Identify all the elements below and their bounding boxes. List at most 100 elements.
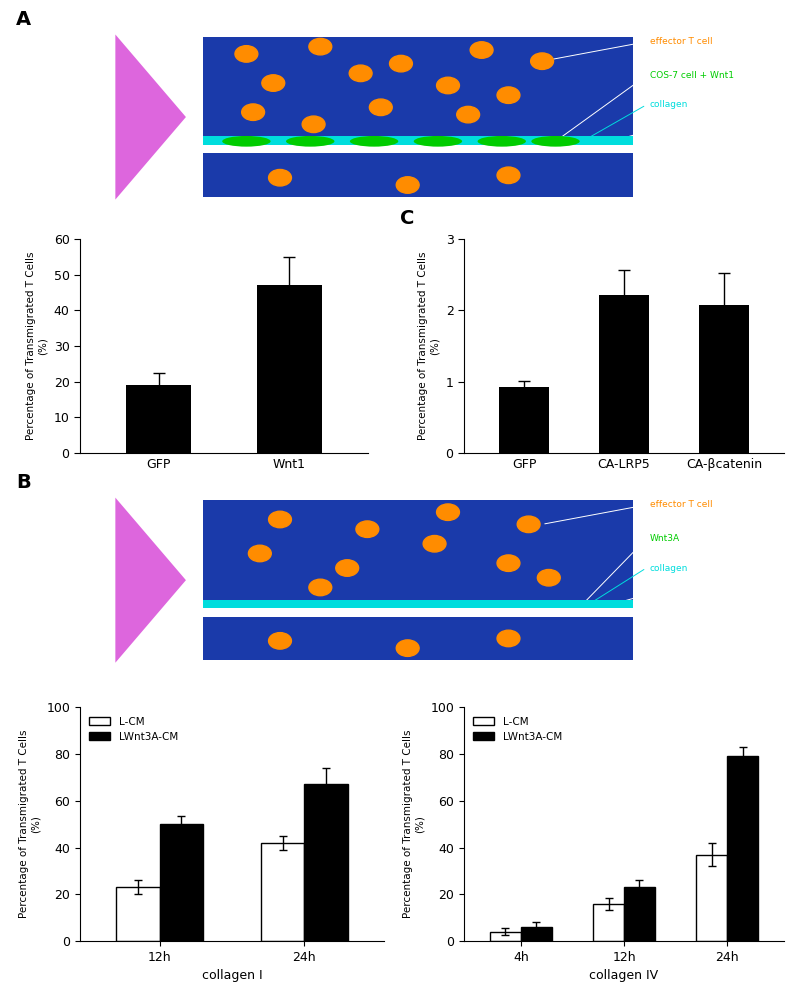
Bar <box>202 600 633 609</box>
Bar <box>116 887 160 941</box>
Circle shape <box>497 87 520 104</box>
Bar <box>225 611 237 616</box>
Bar <box>206 147 218 152</box>
Bar <box>526 611 538 616</box>
Bar <box>202 500 633 602</box>
Bar <box>620 147 632 152</box>
Ellipse shape <box>350 136 398 146</box>
Bar <box>394 611 406 616</box>
Bar <box>470 147 482 152</box>
Bar <box>319 611 331 616</box>
Bar <box>432 147 444 152</box>
Bar <box>357 611 369 616</box>
Circle shape <box>390 56 412 72</box>
Bar <box>375 611 387 616</box>
Text: effector T cell: effector T cell <box>650 37 712 46</box>
Bar <box>521 927 552 941</box>
Bar <box>432 611 444 616</box>
Ellipse shape <box>531 136 580 146</box>
Circle shape <box>538 570 560 586</box>
Bar <box>202 37 633 138</box>
Circle shape <box>249 545 271 562</box>
Ellipse shape <box>478 136 526 146</box>
Bar <box>202 617 633 660</box>
Circle shape <box>437 78 459 94</box>
Bar <box>375 147 387 152</box>
Y-axis label: Percentage of Transmigrated T Cells
(%): Percentage of Transmigrated T Cells (%) <box>26 252 48 440</box>
Y-axis label: Percentage of Transmigrated T Cells
(%): Percentage of Transmigrated T Cells (%) <box>403 730 425 918</box>
Bar <box>727 756 758 941</box>
Bar <box>394 147 406 152</box>
Circle shape <box>309 580 332 596</box>
Bar <box>602 147 614 152</box>
Circle shape <box>235 46 258 62</box>
Circle shape <box>350 65 372 82</box>
Bar <box>526 147 538 152</box>
Circle shape <box>470 42 493 59</box>
Text: microporous membrane: microporous membrane <box>650 591 758 600</box>
Bar <box>261 843 304 941</box>
X-axis label: collagen I: collagen I <box>202 969 262 982</box>
Circle shape <box>356 521 378 538</box>
Bar <box>470 611 482 616</box>
Text: A: A <box>16 10 31 29</box>
Bar <box>244 611 256 616</box>
Bar <box>490 932 521 941</box>
Text: C: C <box>400 209 414 228</box>
Bar <box>507 147 519 152</box>
Circle shape <box>530 53 554 70</box>
Bar <box>624 887 655 941</box>
Y-axis label: Percentage of Transmigrated T Cells
(%): Percentage of Transmigrated T Cells (%) <box>19 730 41 918</box>
Bar <box>262 147 274 152</box>
Text: SDF1: SDF1 <box>133 102 142 132</box>
Text: B: B <box>16 473 30 492</box>
Circle shape <box>497 630 520 646</box>
Bar <box>126 385 191 453</box>
Bar <box>413 147 425 152</box>
Circle shape <box>396 176 419 193</box>
Bar <box>545 147 557 152</box>
Bar <box>338 147 350 152</box>
Bar <box>282 611 294 616</box>
Text: COS-7 cell + Wnt1: COS-7 cell + Wnt1 <box>650 72 734 81</box>
Bar <box>257 286 322 453</box>
Bar <box>599 295 649 453</box>
Legend: L-CM, LWnt3A-CM: L-CM, LWnt3A-CM <box>470 712 566 746</box>
Ellipse shape <box>286 136 334 146</box>
Circle shape <box>269 511 291 528</box>
Text: collagen: collagen <box>650 564 688 573</box>
Bar <box>696 855 727 941</box>
Bar <box>160 825 203 941</box>
Bar <box>300 147 312 152</box>
Circle shape <box>302 117 325 132</box>
Circle shape <box>497 167 520 183</box>
Circle shape <box>262 75 285 92</box>
Bar <box>357 147 369 152</box>
Bar <box>225 147 237 152</box>
Bar <box>304 785 348 941</box>
Bar <box>206 611 218 616</box>
Bar <box>488 147 501 152</box>
Bar <box>582 611 594 616</box>
Y-axis label: Percentage of Transmigrated T Cells
(%): Percentage of Transmigrated T Cells (%) <box>418 252 440 440</box>
Bar <box>450 611 462 616</box>
Text: collagen: collagen <box>650 101 688 110</box>
Text: microporous membrane: microporous membrane <box>650 127 758 136</box>
Polygon shape <box>115 498 186 662</box>
Circle shape <box>457 107 479 123</box>
Text: Wnt3A: Wnt3A <box>650 535 680 544</box>
Bar <box>563 147 576 152</box>
Bar <box>202 153 633 197</box>
Bar <box>413 611 425 616</box>
Bar <box>563 611 576 616</box>
Circle shape <box>437 504 459 521</box>
Text: effector T cell: effector T cell <box>650 500 712 509</box>
Bar <box>620 611 632 616</box>
Bar <box>499 386 549 453</box>
Bar <box>202 136 633 145</box>
Ellipse shape <box>222 136 270 146</box>
Ellipse shape <box>414 136 462 146</box>
Bar <box>319 147 331 152</box>
Circle shape <box>269 169 291 186</box>
Bar <box>507 611 519 616</box>
